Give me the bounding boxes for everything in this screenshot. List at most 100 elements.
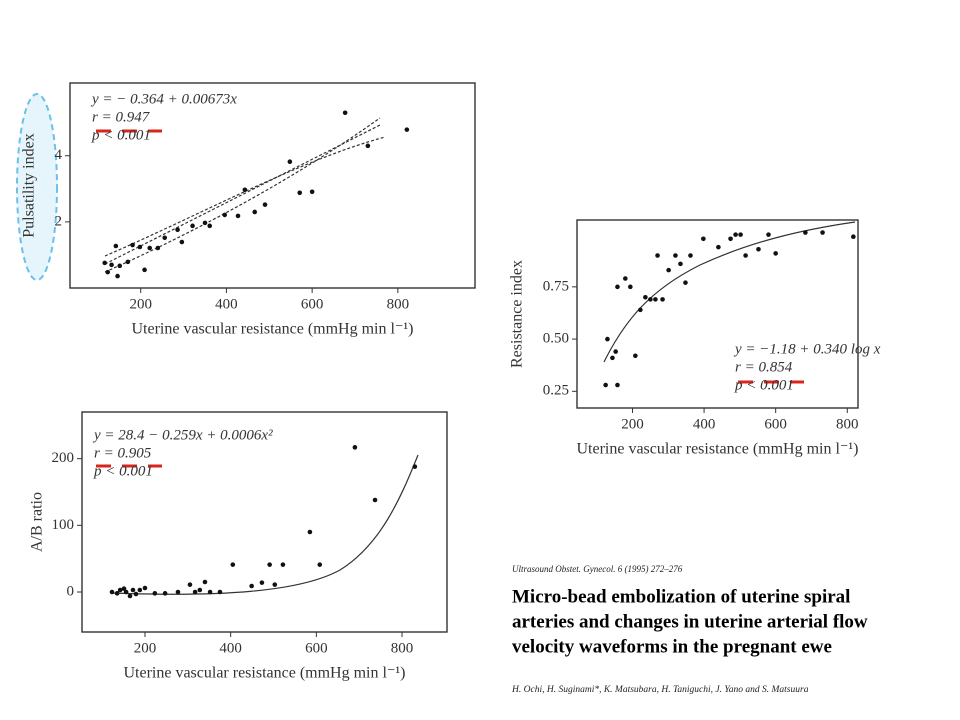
point [307,529,313,535]
point [162,591,168,596]
point [217,589,223,595]
point [123,589,129,595]
x-tick-label: 400 [693,416,716,432]
point [648,297,653,302]
citation-title: velocity waveforms in the pregnant ewe [512,636,832,657]
x-tick-label: 800 [391,640,414,656]
point [623,276,628,281]
point [117,263,123,269]
point [127,593,133,599]
point [102,260,108,266]
y-tick-label: 0 [67,583,75,599]
annotation: y = −1.18 + 0.340 log x [733,341,881,357]
point [803,230,808,235]
point [252,209,258,215]
y-axis-label: Pulsatility index [21,133,38,237]
point [175,227,180,233]
x-tick-label: 400 [215,296,238,312]
point [655,253,660,258]
point [412,464,418,469]
annotation: y = 28.4 − 0.259x + 0.0006x² [92,427,273,443]
x-tick-label: 200 [129,296,152,312]
point [317,562,323,567]
fit-curve [603,221,856,363]
plot-frame [81,411,448,633]
x-axis-label: Uterine vascular resistance (mmHg min l⁻… [123,665,405,682]
y-tick-label: 2 [55,213,63,229]
point [249,583,254,589]
point [130,242,135,248]
point [117,587,123,593]
point [673,253,678,258]
x-tick-label: 200 [621,416,644,432]
annotation: p < 0.001 [91,127,151,143]
point [756,246,761,252]
y-tick-label: 100 [52,517,75,533]
citation-title: arteries and changes in uterine arterial… [512,611,868,632]
point [125,259,131,265]
point [130,587,136,593]
point [352,445,358,450]
point [666,267,671,273]
point [660,297,665,302]
point [738,232,743,237]
point [190,223,195,229]
point [615,284,620,290]
point [202,579,208,585]
point [109,262,114,268]
point [633,353,638,359]
point [207,589,213,595]
point [309,189,315,195]
point [202,220,208,226]
point [733,232,738,237]
x-axis-label: Uterine vascular resistance (mmHg min l⁻… [576,441,858,458]
point [603,382,608,388]
plot-frame [576,219,859,409]
point [114,591,120,596]
point [272,582,278,587]
point [653,297,658,302]
annotation: p < 0.001 [734,377,794,393]
x-tick-label: 600 [305,640,328,656]
point [187,582,193,587]
annotation: y = − 0.364 + 0.00673x [90,91,237,107]
fit-line [104,124,381,265]
x-axis-label: Uterine vascular resistance (mmHg min l⁻… [131,321,413,338]
point [404,127,410,132]
point [259,580,265,585]
point [851,234,856,240]
point [142,585,148,591]
point [297,190,303,196]
x-tick-label: 400 [219,640,242,656]
point [643,294,648,300]
confidence-band [104,117,381,273]
point [197,587,203,593]
point [115,273,120,279]
point [287,159,293,164]
plot-frame [69,82,476,289]
confidence-band [104,136,386,257]
annotation: p < 0.001 [93,463,153,479]
point [121,586,127,591]
point [137,244,143,250]
point [628,284,633,290]
point [365,143,371,149]
point [137,587,143,593]
point [235,213,241,219]
point [207,223,213,229]
point [683,280,688,285]
point [728,236,733,242]
point [147,245,153,251]
point [155,245,161,251]
y-tick-label: 0.25 [543,383,569,399]
point [638,307,643,313]
point [678,261,683,267]
fit-curve [111,454,419,595]
point [242,187,248,193]
citation-title: Micro-bead embolization of uterine spira… [512,586,850,607]
point [175,589,181,595]
point [152,591,158,596]
annotation: r = 0.854 [735,359,793,375]
point [773,251,778,256]
highlight-ellipse [16,93,58,281]
